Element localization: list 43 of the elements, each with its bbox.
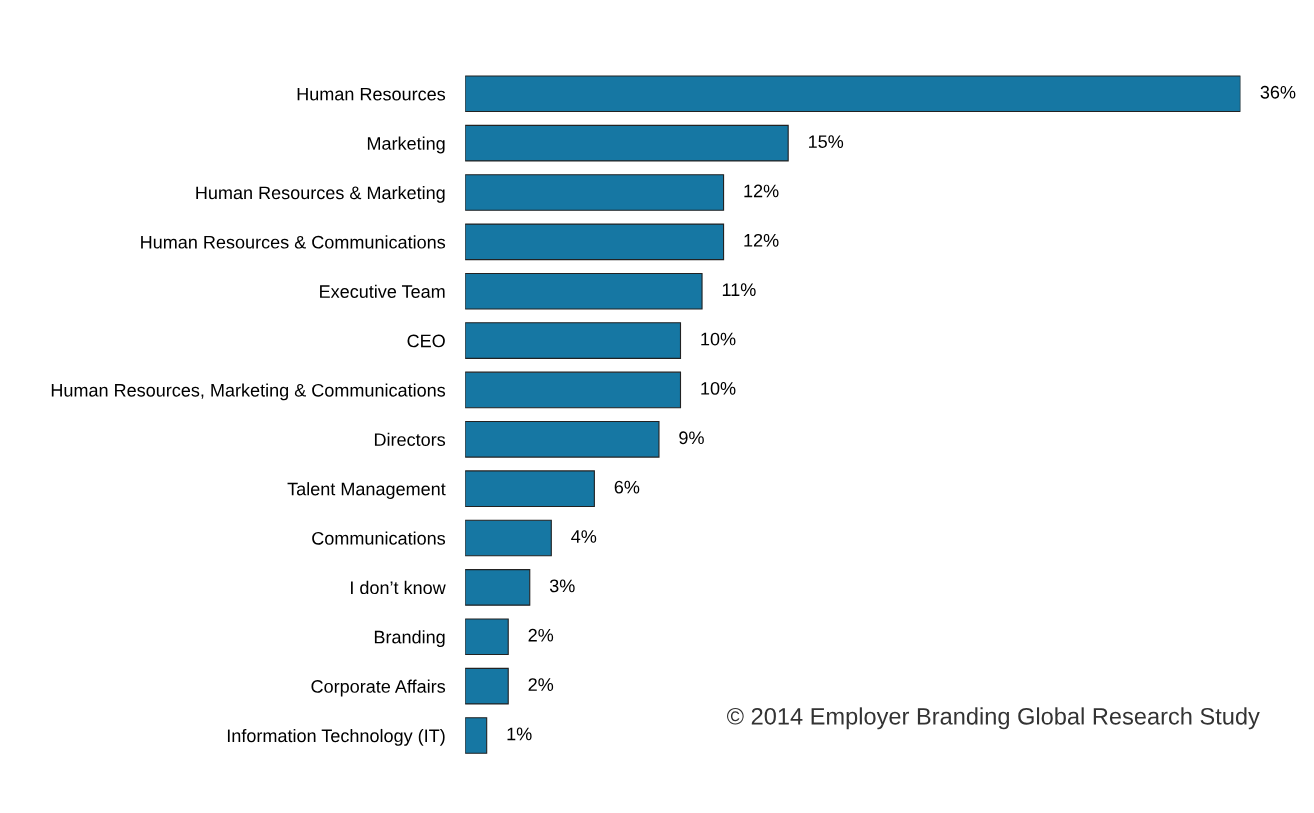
data-label: 12% [744, 233, 779, 247]
data-label: 4% [571, 530, 597, 543]
bar [465, 272, 703, 310]
y-tick-label: Corporate Affairs [311, 679, 446, 697]
annotation: © 2014 Employer Branding Global Research Study [727, 707, 1260, 730]
data-label: 11% [722, 283, 756, 296]
data-label: 12% [744, 184, 779, 198]
data-label: 3% [549, 579, 575, 593]
y-tick-label: I don’t know [351, 580, 446, 595]
data-label: 36% [1260, 85, 1296, 99]
y-tick-label: Communications [312, 531, 446, 545]
y-tick-label: Directors [374, 432, 446, 447]
y-tick-label: Information Technology (IT) [227, 728, 445, 746]
bar [465, 322, 682, 359]
y-tick-label: Human Resources & Marketing [196, 185, 445, 203]
data-label: 10% [701, 382, 736, 395]
y-tick-label: Branding [374, 630, 445, 648]
data-label: 9% [679, 431, 704, 445]
data-label: 1% [507, 727, 532, 741]
bar [465, 667, 509, 705]
bar [465, 569, 531, 606]
bar [465, 371, 682, 409]
y-tick-label: Human Resources [297, 87, 446, 101]
data-label: 15% [809, 135, 844, 148]
y-tick-label: Executive Team [320, 284, 445, 298]
y-tick-label: Talent Management [287, 482, 446, 499]
data-label: 6% [614, 480, 640, 494]
bar [465, 618, 509, 656]
bar [465, 420, 660, 458]
bar [465, 470, 595, 507]
y-tick-label: Human Resources, Marketing & Communications [51, 383, 446, 401]
data-label: 2% [528, 678, 554, 691]
y-tick-label: Human Resources & Communications [141, 235, 446, 249]
bar [465, 174, 725, 211]
data-label: 10% [701, 332, 736, 346]
y-tick-label: CEO [407, 334, 445, 348]
bar [465, 519, 552, 557]
data-label: 2% [528, 628, 554, 642]
y-tick-label: Marketing [367, 136, 445, 154]
bar [465, 717, 488, 754]
bar [465, 223, 725, 261]
bar [465, 75, 1241, 113]
bar [465, 124, 789, 162]
